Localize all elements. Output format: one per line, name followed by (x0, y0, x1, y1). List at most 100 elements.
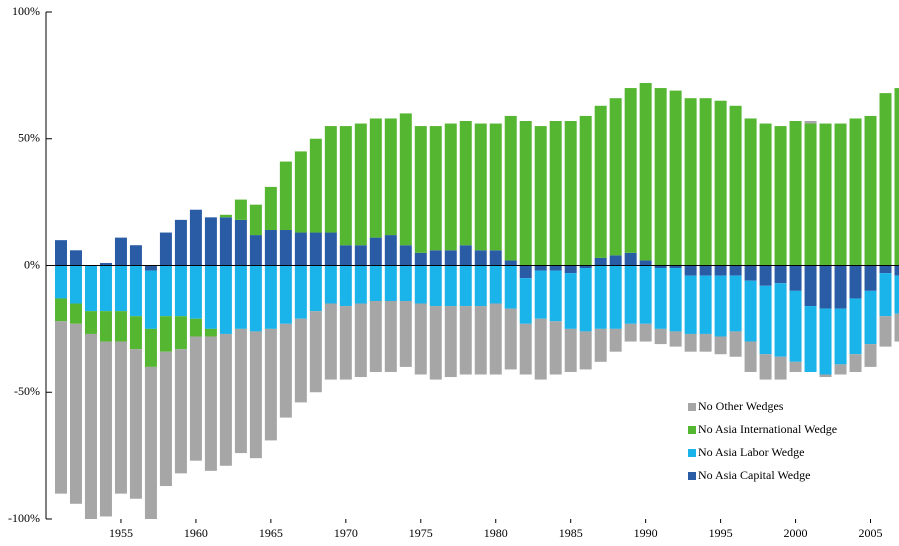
bar (219, 333, 232, 466)
bar (429, 126, 442, 251)
bar (609, 255, 622, 266)
bar (174, 219, 187, 266)
bar (54, 265, 67, 299)
x-tick-label: 1985 (559, 526, 583, 540)
bar (384, 235, 397, 266)
x-tick-label: 2005 (859, 526, 883, 540)
bar (174, 265, 187, 317)
bar (804, 306, 817, 372)
bar (879, 316, 892, 347)
y-tick-label: -50% (14, 384, 40, 398)
bar (804, 265, 817, 307)
x-tick-label: 1965 (259, 526, 283, 540)
bar (144, 366, 157, 519)
bar (54, 298, 67, 322)
bar (834, 265, 847, 309)
bar (519, 278, 532, 324)
bar (69, 303, 82, 324)
bar (894, 313, 899, 342)
bar (894, 265, 899, 276)
bar (354, 123, 367, 246)
bar (279, 265, 292, 324)
bar (324, 126, 337, 233)
bar (774, 126, 787, 266)
bar (834, 308, 847, 365)
axes: -100% -50% 0% 50% 100% 1955 1960 1965 1970 1975 19… (8, 4, 899, 540)
bar (699, 98, 712, 266)
bar (639, 323, 652, 342)
bar (84, 333, 97, 519)
bar (744, 280, 757, 342)
bar (729, 105, 742, 266)
legend-swatch (688, 426, 696, 434)
x-tick-label: 1960 (184, 526, 208, 540)
bar (789, 361, 802, 372)
bar (264, 186, 277, 231)
plot-area (54, 82, 899, 519)
bar (294, 151, 307, 233)
bar (279, 323, 292, 418)
bar (759, 354, 772, 380)
bar (309, 232, 322, 266)
bar (819, 374, 832, 378)
bar (219, 217, 232, 266)
bar (159, 232, 172, 266)
bar (669, 90, 682, 266)
bar (279, 230, 292, 266)
bar (654, 88, 667, 266)
bar (789, 121, 802, 266)
bar (684, 265, 697, 276)
bar (249, 265, 262, 332)
bar (444, 265, 457, 307)
bar (609, 328, 622, 352)
bar (504, 260, 517, 266)
y-tick-label: 100% (12, 4, 40, 18)
bar (879, 93, 892, 266)
bar (849, 298, 862, 355)
bar (204, 336, 217, 471)
bar (234, 265, 247, 329)
bar (249, 331, 262, 459)
bar (414, 126, 427, 253)
bar (714, 336, 727, 355)
legend-swatch (688, 449, 696, 457)
bar (369, 237, 382, 266)
bar (879, 273, 892, 317)
bar (174, 349, 187, 474)
bar (564, 121, 577, 266)
y-tick-label: 0% (24, 257, 40, 271)
bar (234, 199, 247, 220)
bar (234, 328, 247, 454)
bar (729, 265, 742, 276)
bar (204, 328, 217, 337)
bar (414, 252, 427, 266)
bar (894, 88, 899, 266)
bar (414, 265, 427, 304)
bar (309, 138, 322, 233)
legend-label: No Asia Capital Wedge (698, 468, 810, 482)
bar (159, 265, 172, 317)
bar (114, 341, 127, 494)
bar (369, 118, 382, 238)
bar (144, 265, 157, 271)
bar (849, 265, 862, 299)
bar (444, 250, 457, 266)
bar (99, 311, 112, 342)
bar (354, 265, 367, 304)
bar (699, 265, 712, 276)
bar (99, 262, 112, 266)
bar (159, 316, 172, 352)
bar (699, 333, 712, 352)
bar (549, 270, 562, 322)
bar (534, 265, 547, 271)
legend-swatch (688, 403, 696, 411)
bar (399, 300, 412, 367)
bar (474, 265, 487, 307)
bar (324, 232, 337, 266)
bar (849, 118, 862, 266)
bar (489, 250, 502, 266)
x-tick-label: 1990 (634, 526, 658, 540)
bar (759, 265, 772, 286)
bar (834, 364, 847, 375)
